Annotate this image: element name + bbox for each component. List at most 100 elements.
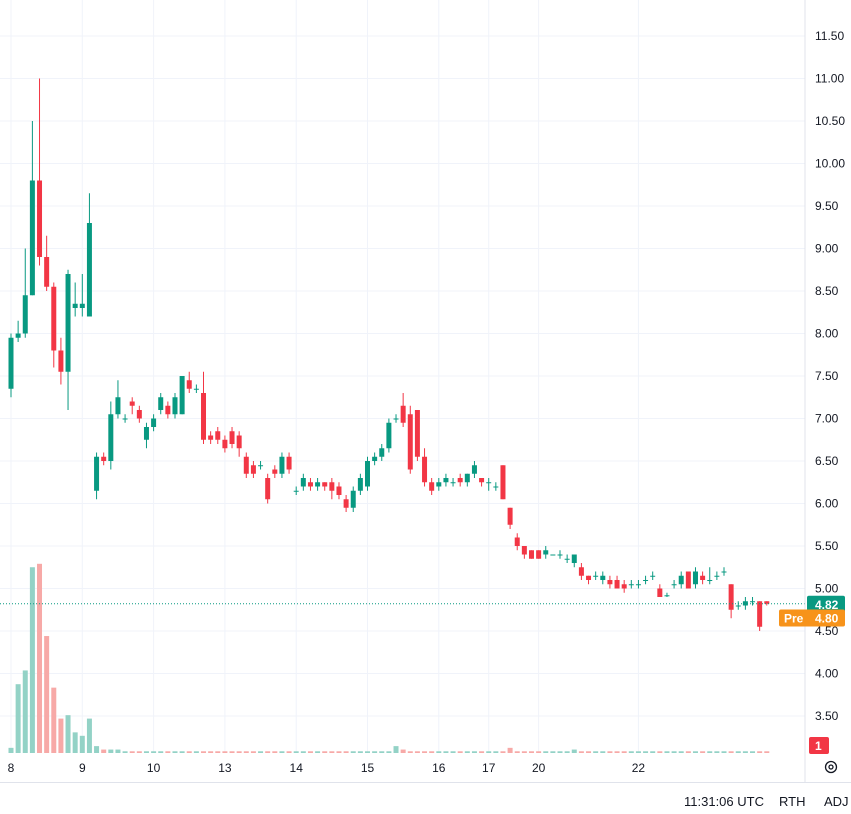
candle-body xyxy=(86,223,92,317)
candle-body xyxy=(72,303,78,308)
candle xyxy=(108,401,114,470)
candle-body xyxy=(578,567,584,576)
candle xyxy=(528,550,534,559)
candle xyxy=(322,482,328,491)
time-axis[interactable]: 8 9 10 13 14 15 16 17 20 22 xyxy=(8,761,646,775)
settings-gear-icon[interactable] xyxy=(818,754,844,780)
x-tick-label: 8 xyxy=(8,761,15,775)
price-axis[interactable]: 11.50 11.00 10.50 10.00 9.50 9.00 8.50 8.00 7.50… xyxy=(804,0,845,782)
volume-bar xyxy=(714,751,720,753)
volume-badge xyxy=(809,737,829,754)
volume-bar xyxy=(243,751,249,753)
candle-body xyxy=(422,456,428,483)
candle-body xyxy=(414,410,420,457)
candle-body xyxy=(243,456,249,474)
candle-body xyxy=(279,456,285,474)
candle xyxy=(471,461,477,478)
volume-bar xyxy=(650,751,656,753)
candle xyxy=(243,452,249,478)
candle xyxy=(15,320,21,342)
clock-text: 11:31:06 UTC xyxy=(684,794,764,809)
volume-bar xyxy=(322,751,328,753)
candle-body xyxy=(272,469,278,474)
last-price-badge xyxy=(807,595,845,613)
candle xyxy=(571,554,577,568)
volume-bar xyxy=(386,751,392,753)
candle xyxy=(621,580,627,593)
volume-bar xyxy=(265,751,271,753)
candle xyxy=(186,371,192,393)
volume-bar xyxy=(700,751,706,753)
candle-body xyxy=(44,257,50,287)
volume-bar xyxy=(536,751,542,753)
candle-body xyxy=(528,550,534,559)
candle-body xyxy=(471,465,477,474)
candle xyxy=(600,571,606,585)
volume-bar xyxy=(250,751,256,753)
candle xyxy=(536,550,542,559)
candle-body xyxy=(735,605,741,607)
rth-toggle[interactable]: RTH xyxy=(779,794,806,809)
volume-bar xyxy=(129,751,135,753)
candle-body xyxy=(258,465,264,467)
candle-body xyxy=(507,507,513,525)
volume-bar xyxy=(22,670,28,753)
candle xyxy=(429,478,435,495)
volume-bar xyxy=(151,751,157,753)
candle xyxy=(286,452,292,474)
candle xyxy=(586,575,592,585)
volume-bar xyxy=(422,751,428,753)
candle xyxy=(578,563,584,580)
candle xyxy=(29,121,35,296)
y-tick-label: 3.50 xyxy=(815,709,839,723)
volume-bar xyxy=(600,751,606,753)
candle xyxy=(393,414,399,423)
adj-toggle[interactable]: ADJ xyxy=(824,794,849,809)
volume-bar xyxy=(79,735,85,753)
volume-bar xyxy=(286,751,292,753)
volume-bar xyxy=(115,749,121,753)
candle xyxy=(343,495,349,512)
candle-body xyxy=(685,571,691,589)
candle xyxy=(79,274,85,317)
candlestick-series xyxy=(8,78,770,631)
candle-body xyxy=(322,482,328,487)
y-tick-label: 5.50 xyxy=(815,539,839,553)
volume-bar xyxy=(457,751,463,753)
y-tick-label: 8.50 xyxy=(815,284,839,298)
volume-bar xyxy=(279,751,285,753)
y-tick-label: 7.00 xyxy=(815,412,839,426)
volume-bar xyxy=(300,751,306,753)
candle-body xyxy=(700,575,706,580)
candle xyxy=(101,452,107,466)
volume-bar xyxy=(186,751,192,753)
volume-bar xyxy=(500,751,506,753)
volume-bar xyxy=(379,751,385,753)
volume-bar xyxy=(443,751,449,753)
candle xyxy=(728,584,734,619)
candle-body xyxy=(37,180,43,257)
y-tick-label: 5.00 xyxy=(815,582,839,596)
volume-bar xyxy=(521,751,527,753)
volume-bar xyxy=(229,751,235,753)
candle-body xyxy=(728,584,734,610)
volume-bar xyxy=(193,751,199,753)
x-tick-label: 16 xyxy=(432,761,446,775)
x-tick-label: 20 xyxy=(532,761,546,775)
candle-body xyxy=(614,580,620,589)
candle-body xyxy=(186,380,192,389)
candle-body xyxy=(115,397,121,415)
candle-body xyxy=(265,478,271,500)
volume-bar xyxy=(721,751,727,753)
x-tick-label: 9 xyxy=(79,761,86,775)
candle-body xyxy=(607,580,613,585)
candle-body xyxy=(329,482,335,491)
candle-body xyxy=(571,554,577,563)
volume-bar xyxy=(307,751,313,753)
candle xyxy=(721,567,727,576)
volume-bar xyxy=(507,747,513,753)
volume-bar xyxy=(664,751,670,753)
candle-body xyxy=(136,410,142,419)
candle-body xyxy=(536,550,542,559)
